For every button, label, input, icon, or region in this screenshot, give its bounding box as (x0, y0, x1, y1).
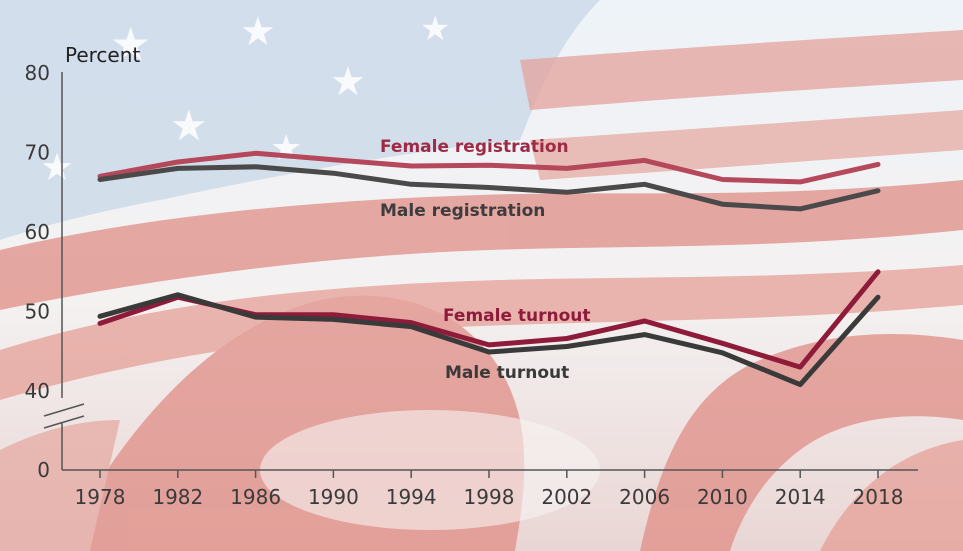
x-tick-label: 1998 (464, 485, 515, 509)
flag-stars: ★ ★ ★ ★ ★ ★ ★ (40, 9, 450, 189)
male-registration-line (97, 164, 881, 212)
female-registration-line (97, 150, 881, 185)
y-tick-labels: 0 40 50 60 70 80 (25, 61, 50, 482)
x-tick-label: 1982 (152, 485, 203, 509)
svg-text:★: ★ (170, 101, 208, 150)
y-tick-label: 40 (25, 379, 50, 403)
flag-star-field (0, 0, 600, 240)
y-tick-label: 60 (25, 220, 50, 244)
svg-text:★: ★ (240, 9, 276, 55)
y-axis-title: Percent (65, 43, 140, 67)
axis-break-marker (43, 403, 85, 429)
x-tick-label: 1994 (386, 485, 437, 509)
svg-text:★: ★ (270, 128, 302, 169)
x-tick-labels: 1978 1982 1986 1990 1994 1998 2002 2006 2010 2014… (75, 470, 904, 509)
x-tick-label: 2014 (775, 485, 826, 509)
x-tick-label: 1978 (75, 485, 126, 509)
label-male-turnout: Male turnout (445, 363, 569, 383)
flag-stripes (0, 30, 963, 551)
male-turnout-line (97, 292, 881, 388)
series-lines (97, 150, 881, 388)
x-tick-label: 1986 (230, 485, 281, 509)
svg-text:★: ★ (330, 59, 366, 105)
svg-text:★: ★ (40, 145, 74, 189)
y-tick-label: 0 (37, 458, 50, 482)
y-tick-label: 80 (25, 61, 50, 85)
x-tick-label: 2006 (619, 485, 670, 509)
x-tick-label: 2018 (853, 485, 904, 509)
x-tick-label: 1990 (308, 485, 359, 509)
y-tick-label: 50 (25, 300, 50, 324)
chart-axes (43, 72, 918, 471)
label-female-turnout: Female turnout (443, 306, 591, 326)
y-tick-label: 70 (25, 141, 50, 165)
x-tick-label: 2002 (541, 485, 592, 509)
label-female-registration: Female registration (380, 137, 569, 157)
svg-text:★: ★ (420, 9, 450, 49)
x-tick-label: 2010 (697, 485, 748, 509)
svg-text:★: ★ (110, 17, 151, 71)
label-male-registration: Male registration (380, 201, 545, 221)
